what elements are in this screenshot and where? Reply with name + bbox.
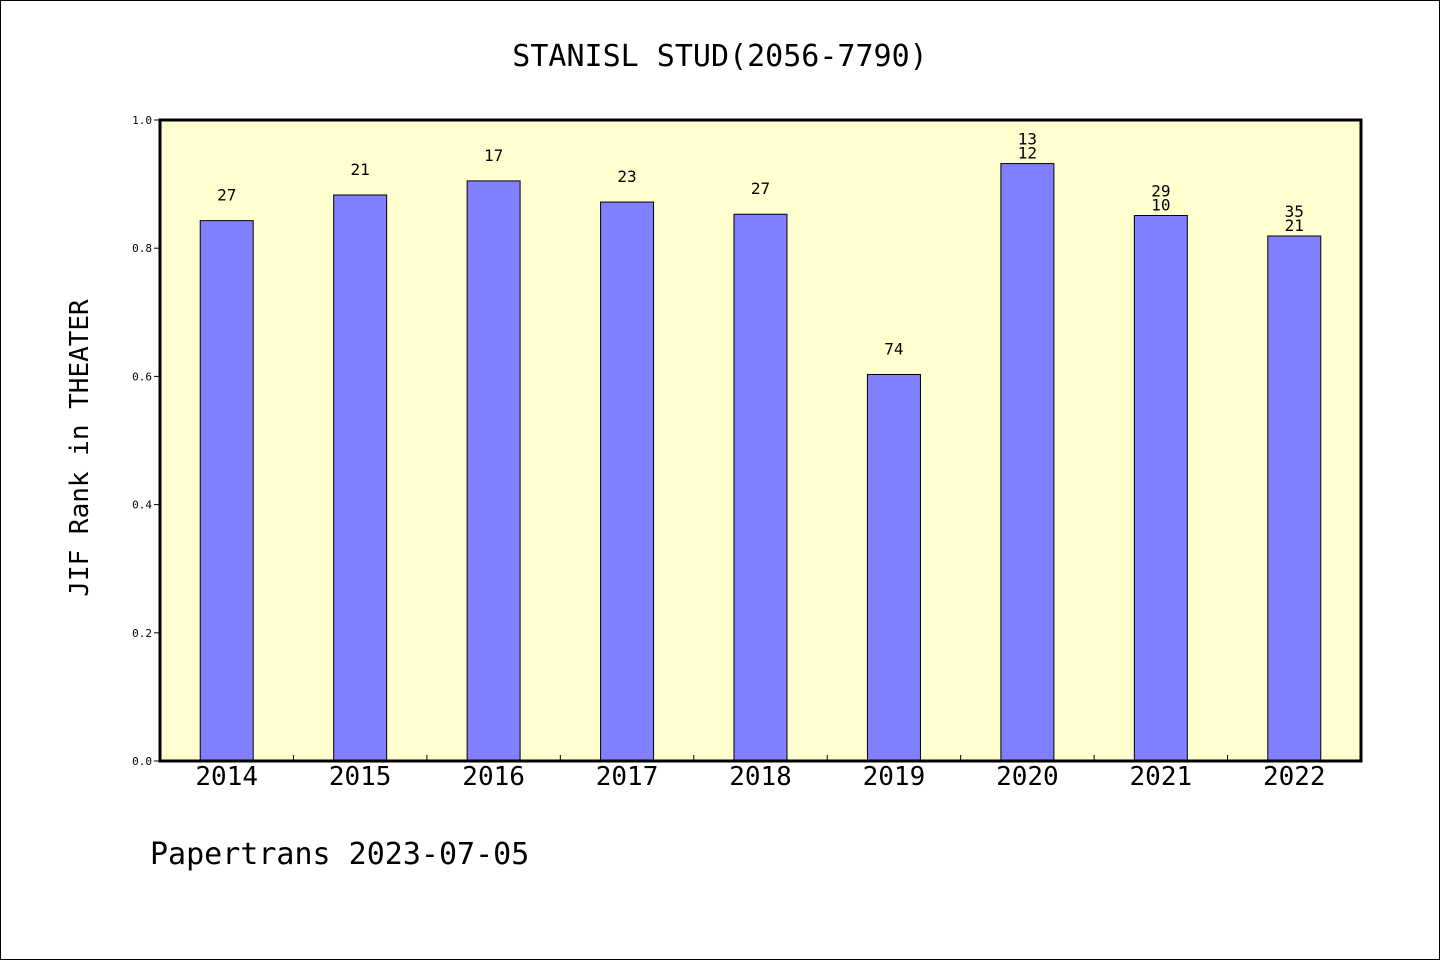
y-tick-label: 0.2 [132,627,152,640]
plot-border [158,118,1363,763]
bar-data-label: 23 [617,167,636,186]
x-tick-label: 2015 [329,762,392,792]
y-tick-label: 1.0 [132,114,152,127]
bar-data-label: 21 [1285,216,1304,235]
y-tick-label: 0.6 [132,370,152,383]
x-tick-label: 2014 [195,762,258,792]
bar-2017 [600,201,655,762]
bar-data-label: 12 [1018,144,1037,163]
bar-data-label: 74 [884,339,903,358]
x-tick-label: 2017 [596,762,659,792]
bar-2022 [1267,235,1322,762]
bars [199,163,1322,762]
y-tick-label: 0.4 [132,499,152,512]
bar-data-label: 13 [1018,130,1037,149]
x-tick-label: 2021 [1130,762,1193,792]
x-axis-ticks: 2014 2015 2016 2017 2018 2019 2020 2021 2022 [195,755,1326,792]
bar-data-label: 35 [1285,202,1304,221]
bar-data-label: 17 [484,146,503,165]
bar-2020 [1000,163,1055,762]
x-tick-label: 2022 [1263,762,1326,792]
x-tick-label: 2019 [863,762,926,792]
footer-credit: Papertrans 2023-07-05 [150,837,529,872]
x-tick-label: 2020 [996,762,1059,792]
bar-data-label: 27 [217,186,236,205]
bar-data-label: 29 [1151,182,1170,201]
y-tick-label: 0.0 [132,755,152,768]
x-tick-label: 2016 [462,762,525,792]
y-axis-label: JIF Rank in THEATER [65,299,95,597]
bar-2018 [733,213,788,762]
y-axis-ticks: 0.0 0.2 0.4 0.6 0.8 1.0 [132,114,160,768]
x-tick-label: 2018 [729,762,792,792]
bar-2016 [466,180,521,762]
chart-title: STANISL STUD(2056-7790) [512,39,927,74]
bar-data-label: 10 [1151,196,1170,215]
bar-data-label: 21 [351,160,370,179]
bar-2021 [1133,215,1188,762]
bar-2014 [199,220,254,762]
bar-data-label: 27 [751,179,770,198]
y-tick-label: 0.8 [132,242,152,255]
bar-2015 [333,194,388,762]
bar-2019 [866,373,921,762]
